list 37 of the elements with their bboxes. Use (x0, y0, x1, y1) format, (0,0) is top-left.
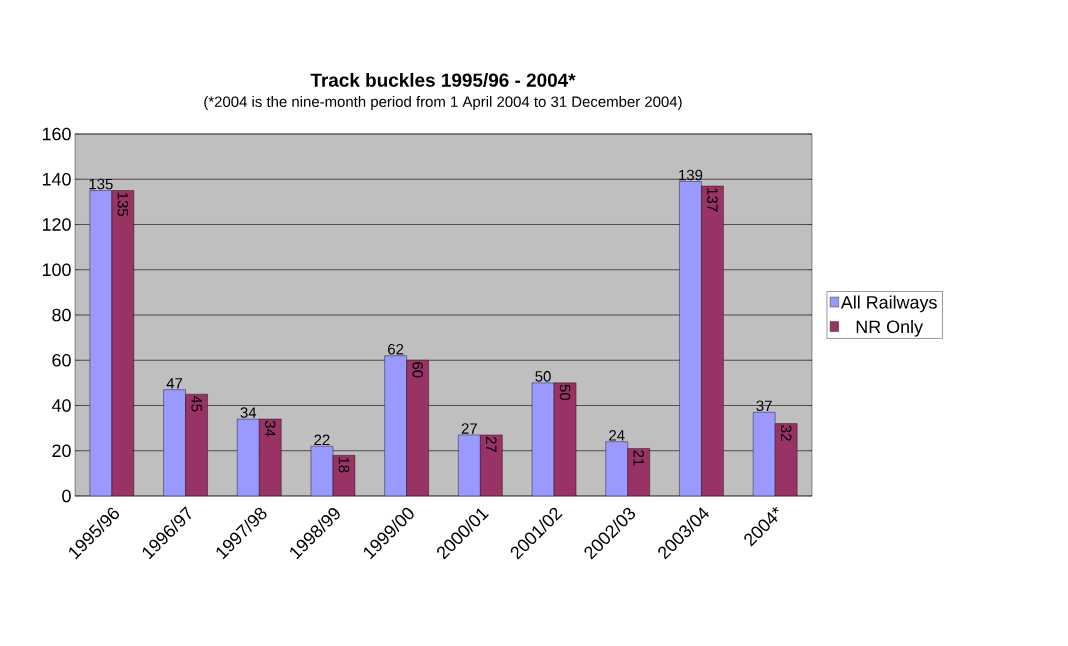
data-label: 27 (461, 423, 477, 434)
data-label: 135 (117, 192, 129, 217)
data-label: 34 (240, 407, 257, 418)
legend-label: NR Only (856, 319, 923, 337)
bar (774, 423, 798, 496)
bar (185, 393, 208, 496)
data-label: 32 (780, 425, 792, 441)
data-label: 45 (191, 395, 202, 412)
legend-label: All Railways (840, 295, 937, 313)
data-label: 50 (535, 371, 551, 382)
y-tick-label: 80 (52, 308, 71, 322)
y-tick-label: 20 (52, 444, 71, 458)
data-label: 135 (89, 178, 113, 190)
data-label: 139 (679, 169, 703, 181)
data-label: 47 (166, 378, 183, 389)
bar (701, 185, 724, 496)
y-tick-label: 60 (52, 353, 71, 367)
y-tick-label: 160 (42, 127, 71, 141)
data-label: 60 (412, 362, 423, 378)
y-tick-label: 100 (42, 263, 71, 277)
data-label: 62 (388, 343, 404, 355)
data-label: 34 (264, 420, 276, 437)
data-label: 18 (338, 457, 350, 473)
data-label: 21 (633, 450, 644, 466)
data-label: 137 (707, 188, 718, 212)
bar (406, 360, 429, 496)
data-label: 50 (559, 384, 571, 401)
y-tick-label: 0 (62, 489, 71, 503)
data-label: 22 (314, 434, 330, 446)
bar (259, 418, 282, 496)
chart-title: Track buckles 1995/96 - 2004* (310, 72, 576, 88)
data-label: 24 (609, 430, 625, 441)
data-label: 27 (486, 436, 497, 452)
y-tick-label: 140 (42, 172, 71, 186)
chart-subtitle: (*2004 is the nine-month period from 1 April 2004 to 31 December 2004) (204, 96, 682, 110)
y-tick-label: 120 (42, 218, 71, 231)
y-tick-label: 40 (51, 399, 71, 412)
